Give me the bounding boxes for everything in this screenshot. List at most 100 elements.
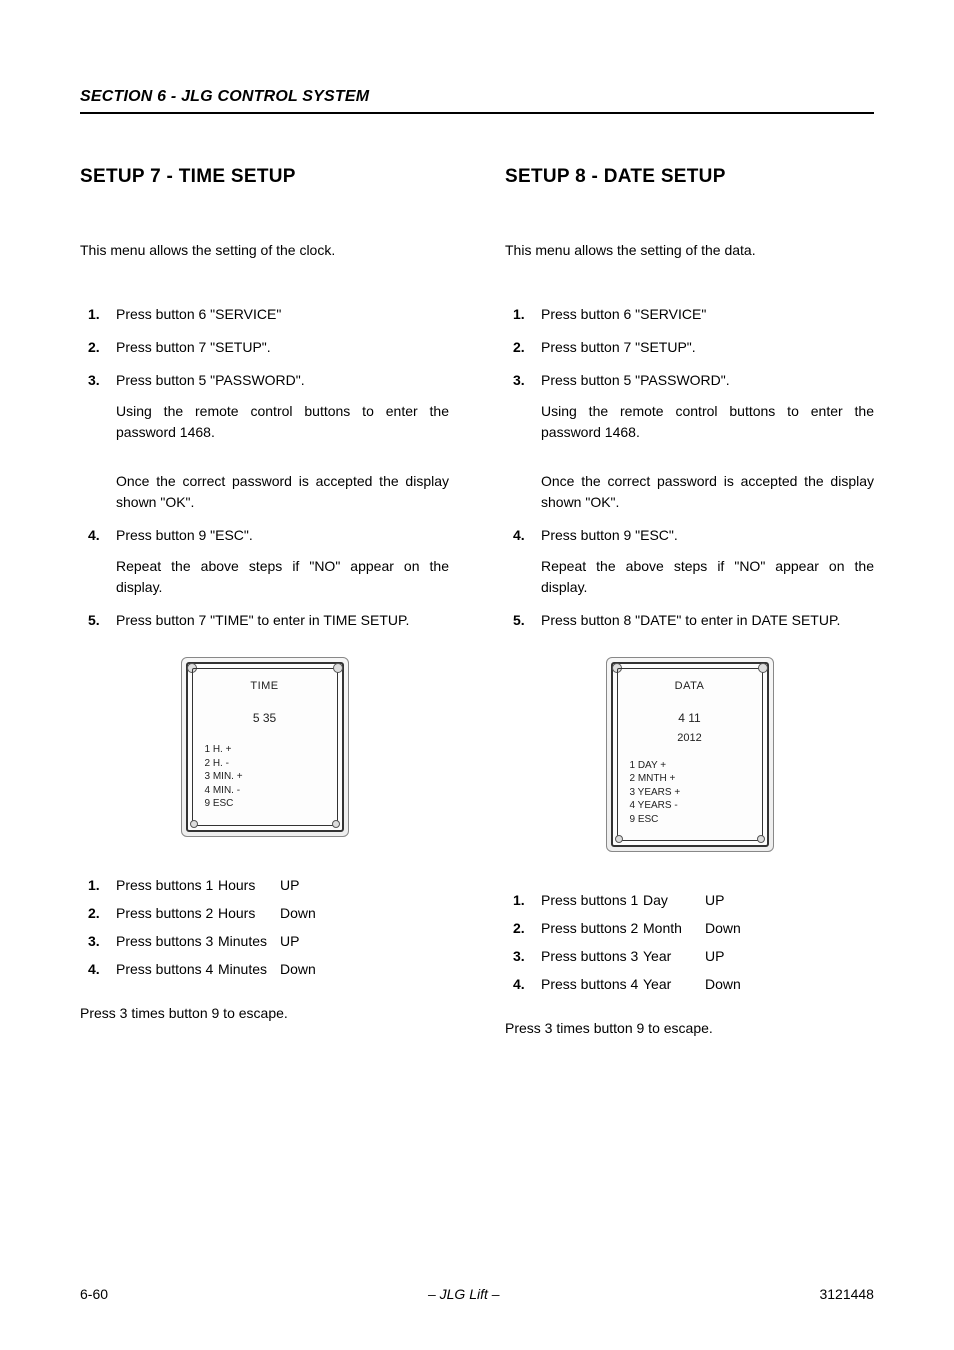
btn-param: Day [643,892,705,908]
step-text: Press button 7 "TIME" to enter in TIME S… [116,612,409,628]
step-text: Press button 7 "SETUP". [541,339,696,355]
left-step-3: Press button 5 "PASSWORD". Using the rem… [80,370,449,513]
left-closing: Press 3 times button 9 to escape. [80,1005,449,1021]
left-title: SETUP 7 - TIME SETUP [80,166,449,188]
display-frame: DATA 4 11 2012 1 DAY + 2 MNTH + 3 YEARS … [611,662,769,847]
btn-label: Press buttons 2 [116,905,218,921]
step-text: Press button 9 "ESC". [116,527,253,543]
display-title: DATA [630,679,750,694]
footer-center: – JLG Lift – [428,1286,500,1302]
btn-dir: Down [280,961,316,977]
display-value: 5 35 [205,710,325,727]
button-row: Press buttons 1HoursUP [80,877,449,893]
step-subtext: Once the correct password is accepted th… [116,471,449,513]
btn-param: Year [643,948,705,964]
step-subtext: Using the remote control buttons to ente… [116,401,449,443]
button-row: Press buttons 3MinutesUP [80,933,449,949]
right-steps: Press button 6 "SERVICE" Press button 7 … [505,304,874,631]
left-step-2: Press button 7 "SETUP". [80,337,449,358]
right-intro: This menu allows the setting of the data… [505,242,874,258]
footer-right: 3121448 [819,1286,874,1302]
left-step-4: Press button 9 "ESC". Repeat the above s… [80,525,449,598]
left-intro: This menu allows the setting of the cloc… [80,242,449,258]
left-step-5: Press button 7 "TIME" to enter in TIME S… [80,610,449,631]
step-text: Press button 5 "PASSWORD". [116,372,305,388]
display-line: 4 YEARS - [630,799,750,813]
button-row: Press buttons 3YearUP [505,948,874,964]
right-step-4: Press button 9 "ESC". Repeat the above s… [505,525,874,598]
btn-dir: UP [705,892,724,908]
btn-param: Hours [218,905,280,921]
step-text: Press button 5 "PASSWORD". [541,372,730,388]
right-button-list: Press buttons 1DayUP Press buttons 2Mont… [505,892,874,992]
step-subtext: Once the correct password is accepted th… [541,471,874,513]
right-column: SETUP 8 - DATE SETUP This menu allows th… [505,166,874,1036]
display-line: 9 ESC [205,797,325,811]
display-lines: 1 H. + 2 H. - 3 MIN. + 4 MIN. - 9 ESC [205,743,325,811]
display-line: 1 DAY + [630,759,750,773]
right-title: SETUP 8 - DATE SETUP [505,166,874,188]
step-subtext: Using the remote control buttons to ente… [541,401,874,443]
btn-dir: Down [705,920,741,936]
display-line: 9 ESC [630,813,750,827]
step-text: Press button 7 "SETUP". [116,339,271,355]
button-row: Press buttons 1DayUP [505,892,874,908]
btn-param: Month [643,920,705,936]
btn-label: Press buttons 4 [541,976,643,992]
display-inner: DATA 4 11 2012 1 DAY + 2 MNTH + 3 YEARS … [617,668,763,841]
btn-dir: UP [280,933,299,949]
step-text: Press button 6 "SERVICE" [116,306,281,322]
btn-param: Year [643,976,705,992]
date-display: DATA 4 11 2012 1 DAY + 2 MNTH + 3 YEARS … [606,657,774,852]
time-display: TIME 5 35 1 H. + 2 H. - 3 MIN. + 4 MIN. … [181,657,349,837]
step-text: Press button 8 "DATE" to enter in DATE S… [541,612,840,628]
btn-dir: Down [705,976,741,992]
right-closing: Press 3 times button 9 to escape. [505,1020,874,1036]
display-lines: 1 DAY + 2 MNTH + 3 YEARS + 4 YEARS - 9 E… [630,759,750,827]
left-button-list: Press buttons 1HoursUP Press buttons 2Ho… [80,877,449,977]
button-row: Press buttons 2HoursDown [80,905,449,921]
display-line: 3 YEARS + [630,786,750,800]
footer-left: 6-60 [80,1286,108,1302]
btn-label: Press buttons 3 [541,948,643,964]
btn-label: Press buttons 4 [116,961,218,977]
left-column: SETUP 7 - TIME SETUP This menu allows th… [80,166,449,1036]
btn-param: Hours [218,877,280,893]
btn-param: Minutes [218,933,280,949]
display-title: TIME [205,679,325,694]
display-value: 4 11 [630,710,750,727]
display-value2: 2012 [630,731,750,746]
btn-dir: UP [280,877,299,893]
right-step-2: Press button 7 "SETUP". [505,337,874,358]
display-outer: DATA 4 11 2012 1 DAY + 2 MNTH + 3 YEARS … [606,657,774,852]
display-frame: TIME 5 35 1 H. + 2 H. - 3 MIN. + 4 MIN. … [186,662,344,832]
right-step-1: Press button 6 "SERVICE" [505,304,874,325]
button-row: Press buttons 4MinutesDown [80,961,449,977]
step-subtext: Repeat the above steps if "NO" appear on… [541,556,874,598]
btn-label: Press buttons 2 [541,920,643,936]
step-text: Press button 9 "ESC". [541,527,678,543]
left-steps: Press button 6 "SERVICE" Press button 7 … [80,304,449,631]
button-row: Press buttons 2MonthDown [505,920,874,936]
display-inner: TIME 5 35 1 H. + 2 H. - 3 MIN. + 4 MIN. … [192,668,338,826]
display-outer: TIME 5 35 1 H. + 2 H. - 3 MIN. + 4 MIN. … [181,657,349,837]
step-text: Press button 6 "SERVICE" [541,306,706,322]
btn-label: Press buttons 1 [541,892,643,908]
page: SECTION 6 - JLG CONTROL SYSTEM SETUP 7 -… [0,0,954,1350]
display-line: 4 MIN. - [205,784,325,798]
footer: 6-60 – JLG Lift – 3121448 [80,1286,874,1302]
left-step-1: Press button 6 "SERVICE" [80,304,449,325]
step-subtext: Repeat the above steps if "NO" appear on… [116,556,449,598]
display-line: 2 MNTH + [630,772,750,786]
button-row: Press buttons 4YearDown [505,976,874,992]
btn-label: Press buttons 3 [116,933,218,949]
right-step-3: Press button 5 "PASSWORD". Using the rem… [505,370,874,513]
display-line: 2 H. - [205,757,325,771]
btn-dir: UP [705,948,724,964]
corner-icon [190,820,198,828]
section-header: SECTION 6 - JLG CONTROL SYSTEM [80,88,874,114]
right-step-5: Press button 8 "DATE" to enter in DATE S… [505,610,874,631]
btn-dir: Down [280,905,316,921]
display-line: 1 H. + [205,743,325,757]
columns: SETUP 7 - TIME SETUP This menu allows th… [80,166,874,1036]
